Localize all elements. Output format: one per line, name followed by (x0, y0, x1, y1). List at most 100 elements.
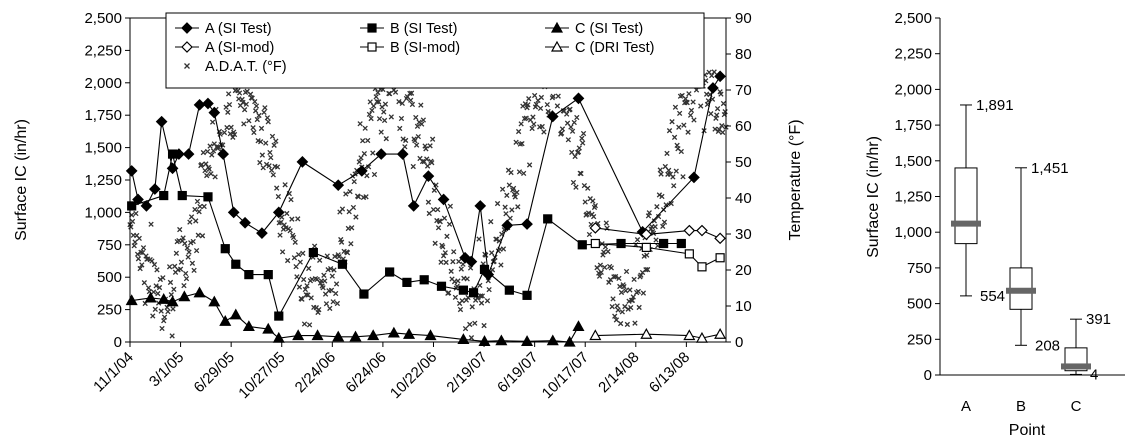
legend-marker (367, 23, 377, 33)
temperature-point (388, 114, 394, 120)
temperature-point (676, 110, 683, 117)
temperature-point (632, 320, 638, 326)
temperature-point (606, 279, 612, 285)
series-point (332, 330, 345, 342)
series-point (159, 190, 169, 201)
temperature-point (503, 211, 509, 217)
temperature-point (330, 299, 336, 305)
legend-label: C (SI Test) (575, 21, 643, 37)
temperature-point (446, 221, 453, 227)
temperature-point (381, 117, 388, 124)
temperature-point (578, 170, 584, 177)
temperature-point (410, 163, 416, 170)
temperature-point (137, 265, 143, 272)
box-y-tick-label: 1,750 (894, 117, 932, 134)
temperature-point (523, 115, 529, 121)
series-point (422, 170, 435, 182)
temperature-point (712, 126, 718, 132)
temperature-point (478, 293, 484, 299)
temperature-point (386, 91, 393, 97)
temperature-point (722, 109, 728, 115)
temperature-point (226, 101, 233, 108)
temperature-point (430, 206, 437, 213)
temperature-point (254, 116, 260, 123)
temperature-point (171, 286, 177, 292)
temperature-point (136, 235, 142, 242)
x-tick-label: 6/24/06 (342, 349, 389, 396)
temperature-point (182, 240, 188, 247)
temperature-point (690, 99, 696, 105)
temperature-point (451, 249, 457, 255)
temperature-point (251, 129, 257, 136)
temperature-point (363, 194, 369, 200)
temperature-point (177, 266, 184, 272)
series-point (125, 294, 138, 306)
temperature-point (586, 231, 593, 238)
temperature-point (608, 265, 615, 271)
series-point (239, 216, 251, 229)
series-point (208, 106, 221, 119)
temperature-point (425, 199, 432, 205)
temperature-point (200, 149, 207, 156)
temperature-point (419, 158, 426, 165)
temperature-point (317, 257, 323, 263)
temperature-point (338, 239, 345, 245)
temperature-point (580, 140, 586, 146)
series-b-si-test (127, 149, 686, 321)
series-point (155, 115, 168, 128)
temperature-point (576, 145, 582, 151)
temperature-point (424, 156, 430, 162)
temperature-point (516, 169, 523, 175)
box-median (951, 220, 981, 227)
legend-item: B (SI Test) (360, 21, 457, 37)
series-point (458, 285, 469, 295)
temperature-point (311, 243, 318, 249)
temperature-point (617, 320, 624, 327)
temperature-point (623, 288, 629, 294)
temperature-point (140, 245, 147, 251)
temperature-point (488, 219, 494, 225)
temperature-point (513, 139, 519, 145)
temperature-point (572, 153, 578, 160)
temperature-point (347, 188, 353, 195)
series-point (459, 251, 471, 264)
temperature-point (194, 198, 201, 205)
temperature-point (720, 100, 727, 107)
temperature-point (601, 264, 608, 271)
temperature-point (360, 138, 366, 144)
temperature-point (376, 116, 383, 122)
temperature-point (651, 218, 658, 224)
series-point (683, 329, 696, 341)
temperature-point (469, 304, 475, 310)
series-point (178, 290, 191, 302)
temperature-point (240, 99, 246, 106)
temperature-point (468, 335, 475, 341)
temperature-point (574, 114, 580, 121)
series-point (149, 183, 161, 195)
temperature-point (447, 203, 453, 209)
legend-marker (550, 40, 564, 52)
series-point (166, 295, 179, 307)
temperature-point (169, 333, 175, 339)
series-point (256, 227, 268, 239)
temperature-point (575, 149, 582, 155)
left-y-tick-label: 2,000 (84, 75, 122, 92)
temperature-point (545, 108, 551, 115)
temperature-point (476, 236, 482, 242)
legend-item: A (SI-mod) (175, 40, 274, 56)
temperature-point (287, 228, 293, 234)
temperature-point (182, 270, 189, 277)
series-point (375, 148, 388, 160)
left-y-tick-label: 750 (97, 237, 122, 254)
temperature-point (616, 275, 622, 282)
series-point (522, 290, 532, 300)
temperature-point (396, 98, 402, 105)
temperature-point (231, 131, 238, 138)
temperature-point (413, 114, 419, 121)
temperature-point (302, 286, 309, 293)
temperature-point (397, 125, 403, 132)
temperature-point (128, 224, 134, 230)
legend-item: B (SI-mod) (360, 40, 460, 56)
